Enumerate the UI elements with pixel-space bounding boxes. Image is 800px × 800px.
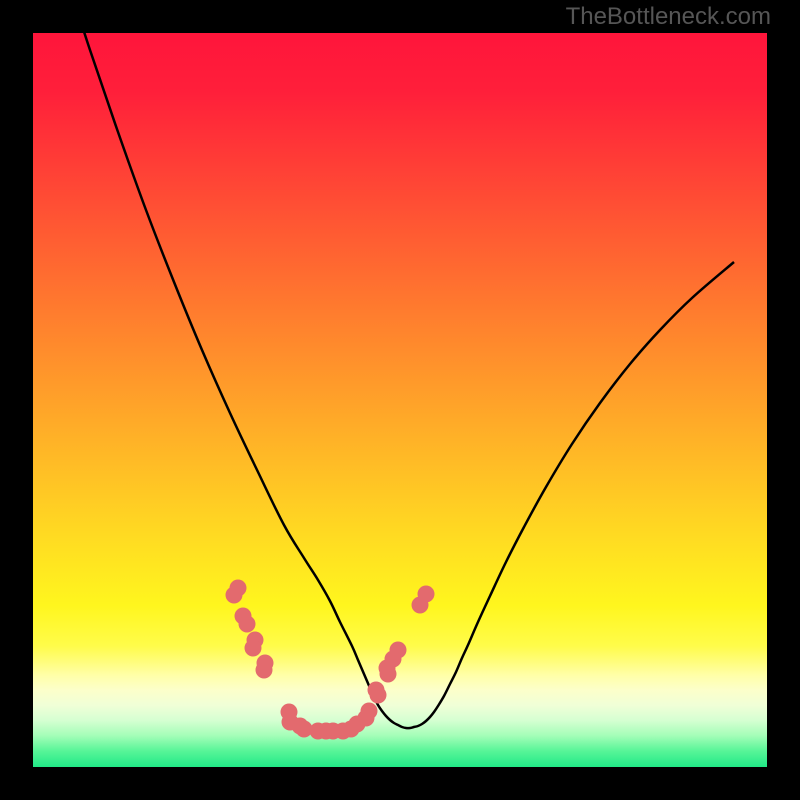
- data-marker: [226, 587, 243, 604]
- watermark-text: TheBottleneck.com: [566, 3, 771, 31]
- data-marker: [361, 703, 378, 720]
- data-marker: [418, 586, 435, 603]
- data-marker: [390, 642, 407, 659]
- bottleneck-curve: [74, 0, 734, 728]
- data-marker: [368, 682, 385, 699]
- data-marker: [239, 616, 256, 633]
- data-marker: [256, 662, 273, 679]
- data-marker: [245, 640, 262, 657]
- plot-area: [33, 33, 767, 767]
- curve-layer: [33, 33, 767, 767]
